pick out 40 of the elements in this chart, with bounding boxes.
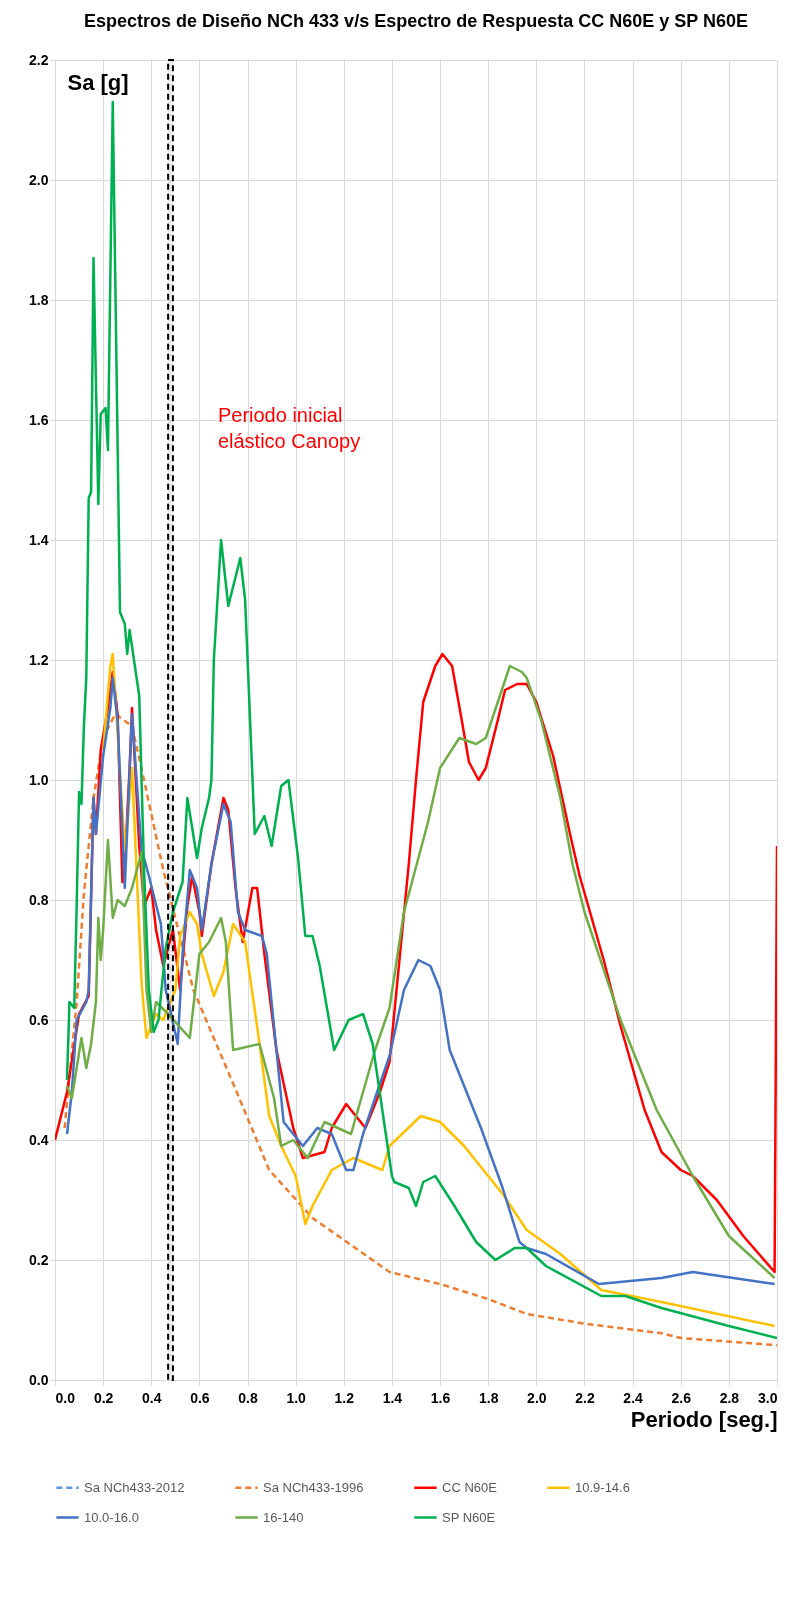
- y-tick-label: 0.2: [29, 1251, 49, 1268]
- x-tick-label: 0.8: [238, 1389, 258, 1406]
- x-tick-label: 3.0: [758, 1389, 778, 1406]
- legend-label: CC N60E: [442, 1479, 498, 1495]
- y-tick-label: 0.6: [29, 1011, 49, 1028]
- y-tick-label: 1.0: [29, 771, 49, 788]
- x-tick-label: 1.2: [334, 1389, 355, 1406]
- y-tick-label: 1.6: [29, 411, 49, 428]
- x-tick-label: 2.8: [719, 1389, 740, 1406]
- x-tick-label: 2.6: [671, 1389, 692, 1406]
- line-series: [65, 100, 777, 1340]
- legend-label: 16-140: [263, 1509, 304, 1525]
- y-tick-label: 2.0: [29, 171, 49, 188]
- y-tick-label: 2.2: [29, 51, 49, 68]
- x-tick-label: 0.2: [93, 1389, 114, 1406]
- legend-label: Sa NCh433-1996: [263, 1479, 364, 1495]
- y-tick-label: 0.8: [29, 891, 49, 908]
- chart-title: Espectros de Diseño NCh 433 v/s Espectro de Respuesta CC N60E y SP N60E: [84, 11, 748, 31]
- x-tick-label: 0.0: [55, 1389, 76, 1406]
- y-tick-label: 1.4: [29, 531, 49, 548]
- y-tick-label: 0.4: [29, 1131, 49, 1148]
- x-tick-label: 1.4: [382, 1389, 403, 1406]
- x-tick-label: 1.8: [478, 1389, 499, 1406]
- y-tick-label: 1.8: [29, 291, 49, 308]
- legend-label: 10.9-14.6: [575, 1479, 630, 1495]
- legend-label: SP N60E: [442, 1509, 496, 1525]
- x-tick-label: 1.0: [286, 1389, 307, 1406]
- x-tick-label: 0.4: [142, 1389, 162, 1406]
- x-tick-label: 2.0: [527, 1389, 547, 1406]
- x-tick-label: 2.4: [623, 1389, 644, 1406]
- y-axis-title: Sa [g]: [67, 69, 129, 95]
- x-tick-label: 2.2: [575, 1389, 595, 1406]
- legend-label: Sa NCh433-2012: [84, 1479, 185, 1495]
- x-tick-label: 1.6: [430, 1389, 451, 1406]
- y-tick-label: 1.2: [29, 651, 49, 668]
- x-axis-title: Periodo [seg.]: [630, 1406, 778, 1432]
- legend-label: 10.0-16.0: [84, 1509, 139, 1525]
- band-label: Periodo inicial elástico Canopy: [217, 404, 361, 453]
- x-tick-label: 0.6: [190, 1389, 210, 1406]
- y-tick-label: 0.0: [29, 1371, 49, 1388]
